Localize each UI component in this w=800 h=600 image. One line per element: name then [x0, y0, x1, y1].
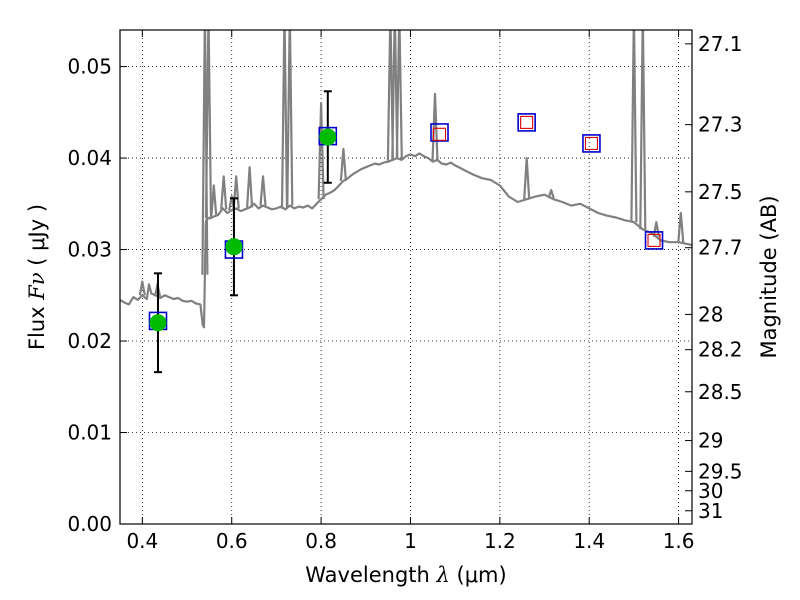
emission-line-spike	[317, 102, 325, 200]
x-tick-label: 1.4	[573, 529, 605, 553]
emission-line-spike	[259, 175, 267, 206]
y2-tick-label: 31	[698, 499, 723, 523]
y2-tick-label: 27.1	[698, 32, 743, 56]
y2-tick-label: 27.3	[698, 113, 743, 137]
y-tick-label: 0.03	[67, 238, 112, 262]
y2-tick-label: 30	[698, 479, 723, 503]
y-tick-label: 0.00	[67, 512, 112, 536]
emission-line-spike	[210, 184, 218, 217]
x-tick-label: 0.8	[305, 529, 337, 553]
emission-line-spike	[246, 166, 254, 208]
y-tick-label: 0.05	[67, 55, 112, 79]
emission-line-spike	[138, 280, 146, 296]
x-tick-label: 1.6	[663, 529, 695, 553]
emission-line-spike	[220, 175, 228, 210]
x-axis-title: Wavelength λ (μm)	[305, 563, 506, 587]
limit-box	[584, 136, 599, 150]
observed-point	[149, 314, 167, 332]
y2-tick-label: 28.5	[698, 380, 743, 404]
emission-line-spike	[547, 189, 555, 199]
emission-line-spike	[280, 30, 289, 209]
model-photometry-box	[517, 113, 536, 132]
observed-point	[319, 128, 337, 146]
emission-line-spike	[395, 30, 403, 160]
x-tick-label: 1	[404, 529, 417, 553]
emission-line-spike	[204, 30, 213, 219]
plot-frame	[119, 29, 693, 525]
y-axis-title: Flux Fν ( μJy )	[25, 204, 49, 350]
y2-tick-label: 27.7	[698, 236, 743, 260]
emission-line-spike	[677, 211, 685, 243]
y-tick-label: 0.04	[67, 146, 112, 170]
model-photometry-box	[582, 134, 601, 153]
y2-axis-title: Magnitude (AB)	[757, 195, 781, 358]
y2-tick-label: 29.5	[698, 459, 743, 483]
emission-line-spike	[339, 147, 347, 181]
observed-point	[225, 238, 243, 256]
model-spectrum-line	[120, 152, 692, 329]
limit-box	[647, 233, 661, 247]
y2-tick-label: 28	[698, 302, 723, 326]
emission-line-spike	[523, 157, 531, 200]
data-points	[148, 90, 664, 374]
x-tick-label: 0.4	[126, 529, 158, 553]
x-tick-label: 0.6	[216, 529, 248, 553]
emission-line-spike	[639, 30, 647, 230]
model-photometry-box	[644, 231, 664, 250]
axes: 0.4 0.6 0.8 1 1.2 1.4 1.6 0.00 0.01 0.02 0.03 0.04 0…	[67, 30, 743, 553]
y-tick-label: 0.01	[67, 421, 112, 445]
emission-line-spike	[286, 30, 294, 206]
x-tick-label: 1.2	[484, 529, 516, 553]
emission-line-spike	[391, 30, 399, 160]
y-tick-label: 0.02	[67, 329, 112, 353]
y2-tick-label: 28.2	[698, 338, 743, 362]
limit-box	[432, 127, 447, 141]
limit-box	[520, 115, 534, 129]
y2-tick-label: 27.5	[698, 180, 743, 204]
model-photometry-box	[430, 123, 449, 142]
y2-tick-label: 29	[698, 429, 723, 453]
emission-line-spike	[630, 30, 638, 223]
